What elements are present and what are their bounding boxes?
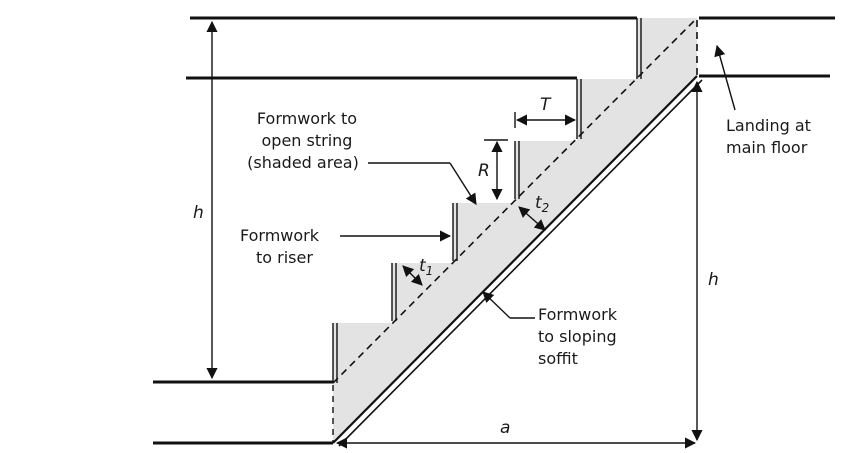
svg-text:Formwork to: Formwork to (257, 109, 357, 128)
symbol-t2: t2 (535, 193, 549, 215)
symbol-h-left: h (193, 203, 204, 223)
soffit-formwork-line-inner (338, 79, 703, 447)
pitch-line-dashed (332, 17, 698, 384)
leader-open-string-arrow (449, 162, 477, 205)
label-riser: Formwork to riser (240, 226, 320, 267)
symbol-T: T (540, 95, 552, 115)
svg-text:to riser: to riser (256, 248, 313, 267)
dimension-t2 (518, 206, 546, 231)
symbol-R: R (478, 161, 490, 181)
svg-text:main floor: main floor (726, 138, 808, 157)
svg-text:soffit: soffit (538, 349, 578, 368)
dimension-t1 (402, 265, 423, 286)
symbol-h-right: h (708, 270, 719, 290)
open-string-shaded-area (333, 18, 697, 443)
leader-landing-arrow (714, 44, 736, 111)
label-open-string: Formwork to open string (shaded area) (247, 109, 359, 172)
svg-text:Formwork: Formwork (240, 226, 320, 245)
riser-formwork (332, 18, 642, 383)
label-landing: Landing at main floor (726, 116, 811, 157)
svg-text:(shaded area): (shaded area) (247, 153, 359, 172)
leader-soffit-arrow (482, 291, 511, 319)
label-soffit: Formwork to sloping soffit (538, 305, 618, 368)
soffit-formwork-line-outer (332, 75, 698, 444)
symbol-a: a (500, 418, 510, 438)
svg-text:to sloping: to sloping (538, 327, 617, 346)
svg-text:open string: open string (262, 131, 353, 150)
svg-text:Formwork: Formwork (538, 305, 618, 324)
svg-text:Landing at: Landing at (726, 116, 811, 135)
symbol-t1: t1 (419, 256, 433, 278)
